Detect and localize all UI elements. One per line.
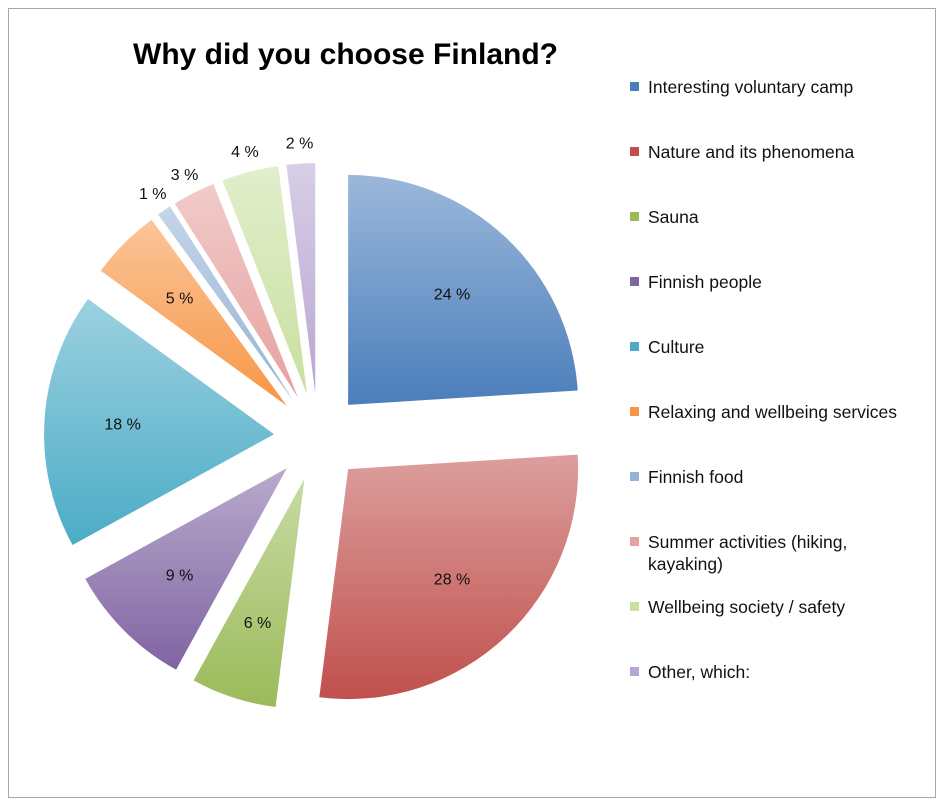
legend-item-relaxing-and-wellbeing-services: Relaxing and wellbeing services [630,401,897,423]
legend-swatch [630,342,639,351]
legend-label: Interesting voluntary camp [648,77,854,97]
pie-slice-culture [44,299,275,546]
legend-swatch [630,537,639,546]
legend-swatch [630,667,639,676]
pie-slice-wellbeing-society-safety [222,166,308,395]
legend-label: Summer activities (hiking, kayaking) [648,532,853,574]
legend-label: Sauna [648,207,699,227]
legend-item-summer-activities-hiking-kayaking: Summer activities (hiking, kayaking) [630,531,878,575]
pie-slice-other-which [286,163,316,394]
pie-slice-relaxing-and-wellbeing-services [100,219,287,406]
legend-item-wellbeing-society-safety: Wellbeing society / safety [630,596,845,618]
legend-swatch [630,277,639,286]
data-label-interesting-voluntary-camp: 24 % [434,286,470,303]
legend-swatch [630,407,639,416]
pie-slice-summer-activities-hiking-kayaking [174,183,299,398]
legend-swatch [630,82,639,91]
legend-label: Finnish people [648,272,762,292]
data-label-wellbeing-society-safety: 4 % [231,144,259,161]
pie-slice-nature-and-its-phenomena [319,454,579,700]
legend-label: Other, which: [648,662,751,682]
data-label-culture: 18 % [104,417,140,434]
data-label-nature-and-its-phenomena: 28 % [434,572,470,589]
data-label-summer-activities-hiking-kayaking: 3 % [171,167,199,184]
legend-item-other-which: Other, which: [630,661,750,683]
chart-title: Why did you choose Finland? [133,38,558,71]
data-label-sauna: 6 % [244,615,272,632]
legend-item-culture: Culture [630,336,704,358]
legend-item-finnish-people: Finnish people [630,271,762,293]
pie-slice-finnish-people [85,468,287,670]
legend-swatch [630,147,639,156]
legend-item-sauna: Sauna [630,206,699,228]
legend-label: Finnish food [648,467,744,487]
pie-slice-finnish-food [158,206,294,401]
legend-swatch [630,472,639,481]
data-label-relaxing-and-wellbeing-services: 5 % [166,291,194,308]
data-label-finnish-people: 9 % [166,567,194,584]
legend-label: Relaxing and wellbeing services [648,402,898,422]
pie-slice-sauna [193,478,305,708]
data-label-finnish-food: 1 % [139,186,167,203]
legend-item-finnish-food: Finnish food [630,466,743,488]
legend-item-interesting-voluntary-camp: Interesting voluntary camp [630,76,853,98]
pie-slice-interesting-voluntary-camp [348,174,578,405]
legend-swatch [630,602,639,611]
legend-label: Wellbeing society / safety [648,597,846,617]
legend-swatch [630,212,639,221]
data-label-other-which: 2 % [286,136,314,153]
legend-item-nature-and-its-phenomena: Nature and its phenomena [630,141,854,163]
legend-label: Culture [648,337,705,357]
legend-label: Nature and its phenomena [648,142,855,162]
